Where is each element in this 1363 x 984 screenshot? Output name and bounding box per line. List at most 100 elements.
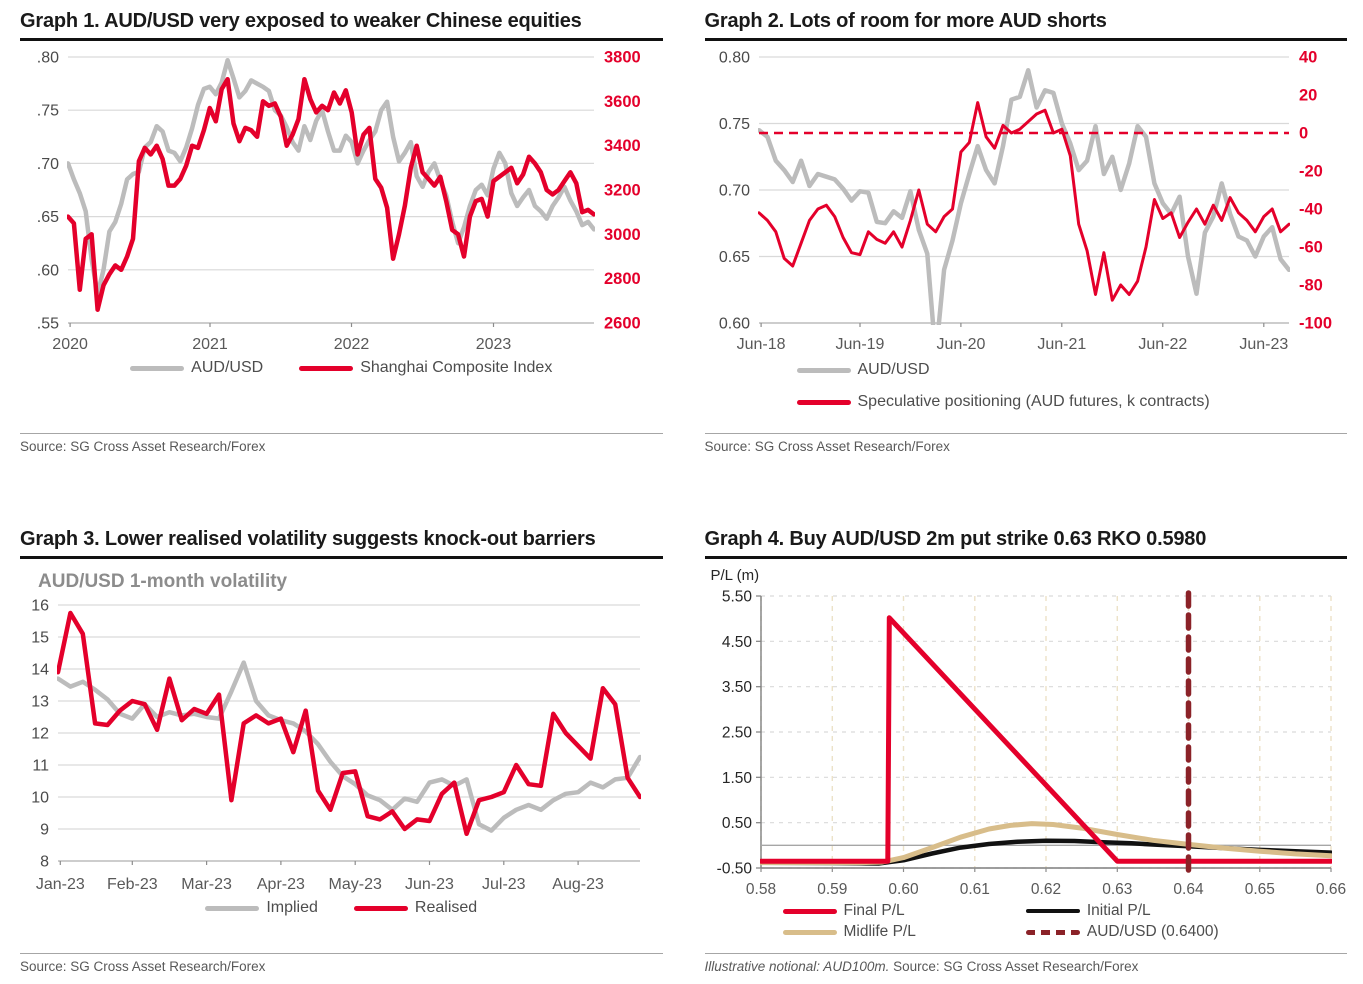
maroon-dashed-line-swatch: [1025, 929, 1080, 935]
svg-text:.65: .65: [37, 209, 59, 226]
svg-text:3800: 3800: [604, 49, 641, 67]
graph2-legend: AUD/USD Speculative positioning (AUD fut…: [796, 361, 1348, 411]
svg-text:0.80: 0.80: [718, 50, 749, 67]
graph4-title: Graph 4. Buy AUD/USD 2m put strike 0.63 …: [704, 526, 1347, 559]
svg-text:0.66: 0.66: [1315, 881, 1345, 898]
svg-text:Jun-23: Jun-23: [405, 876, 454, 893]
legend-item-final-pl: Final P/L: [782, 902, 905, 920]
svg-text:0.60: 0.60: [718, 316, 749, 333]
graph4-chart: 0.58 0.59 0.60 0.61 0.62 0.63 0.64 0.65 0.66 5.50…: [716, 589, 1345, 899]
svg-text:0.75: 0.75: [718, 116, 749, 133]
legend-item-midlife-pl: Midlife P/L: [782, 923, 916, 941]
svg-text:0.50: 0.50: [721, 815, 752, 832]
graph4-legend-col1: Final P/L Midlife P/L: [782, 902, 916, 941]
svg-text:0.65: 0.65: [718, 249, 749, 266]
graph1-chart: 2020 2021 2022 2023 .80 .75 .70 .65 .60 .55 3800 36…: [37, 49, 641, 354]
svg-text:2.50: 2.50: [721, 725, 752, 742]
legend-label: Midlife P/L: [843, 923, 916, 940]
graph3-source: Source: SG Cross Asset Research/Forex: [20, 953, 663, 974]
graph4-footnote: Illustrative notional: AUD100m. Source: …: [704, 953, 1347, 974]
svg-text:-0.50: -0.50: [716, 861, 752, 878]
red-line-swatch: [782, 908, 837, 914]
svg-text:3400: 3400: [604, 137, 641, 155]
graph2-title: Graph 2. Lots of room for more AUD short…: [704, 8, 1347, 41]
svg-text:15: 15: [31, 630, 49, 647]
svg-text:8: 8: [40, 854, 49, 871]
graph4-legend: Final P/L Midlife P/L Initial P/L AUD/US…: [782, 902, 1348, 941]
svg-text:Jul-23: Jul-23: [482, 876, 526, 893]
svg-text:-40: -40: [1299, 201, 1323, 219]
svg-text:May-23: May-23: [329, 876, 382, 893]
footnote-italic: Illustrative notional: AUD100m.: [704, 959, 890, 974]
svg-text:0.60: 0.60: [888, 881, 919, 898]
svg-text:Apr-23: Apr-23: [257, 876, 305, 893]
svg-text:.55: .55: [37, 316, 59, 333]
svg-text:5.50: 5.50: [721, 589, 752, 606]
legend-item-realised: Realised: [353, 899, 477, 917]
svg-text:3600: 3600: [604, 93, 641, 111]
svg-text:Jun-22: Jun-22: [1138, 336, 1187, 353]
gray-line-swatch: [130, 365, 185, 371]
red-line-swatch: [299, 365, 354, 371]
svg-text:40: 40: [1299, 49, 1317, 67]
svg-text:Jun-18: Jun-18: [736, 336, 785, 353]
red-line-swatch: [796, 399, 851, 405]
svg-text:2600: 2600: [604, 315, 641, 333]
panel-graph4: Graph 4. Buy AUD/USD 2m put strike 0.63 …: [704, 526, 1348, 974]
panel-graph3: Graph 3. Lower realised volatility sugge…: [20, 526, 663, 974]
legend-item-audusd-spot: AUD/USD (0.6400): [1025, 923, 1219, 941]
svg-text:Jun-19: Jun-19: [835, 336, 884, 353]
svg-text:0: 0: [1299, 125, 1308, 143]
legend-item-audusd: AUD/USD: [796, 361, 930, 379]
svg-text:2021: 2021: [192, 336, 228, 353]
graph1-title: Graph 1. AUD/USD very exposed to weaker …: [20, 8, 663, 41]
svg-text:4.50: 4.50: [721, 634, 752, 651]
graph3-title: Graph 3. Lower realised volatility sugge…: [20, 526, 663, 559]
svg-text:0.61: 0.61: [959, 881, 989, 898]
graph2-source: Source: SG Cross Asset Research/Forex: [704, 433, 1347, 454]
svg-text:11: 11: [32, 758, 49, 775]
graph3-chart: Jan-23 Feb-23 Mar-23 Apr-23 May-23 Jun-23 Jul-…: [31, 598, 641, 893]
graph4-legend-col2: Initial P/L AUD/USD (0.6400): [1025, 902, 1219, 941]
svg-text:.60: .60: [37, 262, 59, 279]
svg-text:-80: -80: [1299, 277, 1323, 295]
svg-text:13: 13: [31, 694, 49, 711]
legend-item-spec-positioning: Speculative positioning (AUD futures, k …: [796, 393, 1210, 411]
svg-text:-100: -100: [1299, 315, 1332, 333]
gray-line-swatch: [205, 905, 260, 911]
svg-text:Mar-23: Mar-23: [181, 876, 232, 893]
legend-label: Implied: [266, 899, 318, 916]
legend-label: Final P/L: [843, 902, 905, 919]
svg-text:.75: .75: [37, 103, 59, 120]
legend-label: AUD/USD (0.6400): [1086, 923, 1219, 940]
svg-text:0.70: 0.70: [718, 183, 749, 200]
graph4-yaxis-title: P/L (m): [710, 567, 760, 584]
panel-graph1: Graph 1. AUD/USD very exposed to weaker …: [20, 8, 663, 454]
red-line-swatch: [353, 905, 408, 911]
svg-text:3.50: 3.50: [721, 679, 752, 696]
graph3-subtitle: AUD/USD 1-month volatility: [38, 571, 288, 592]
svg-text:Jun-20: Jun-20: [936, 336, 985, 353]
black-line-swatch: [1025, 909, 1080, 913]
legend-item-initial-pl: Initial P/L: [1025, 902, 1151, 920]
svg-text:2023: 2023: [476, 336, 512, 353]
svg-text:Feb-23: Feb-23: [107, 876, 158, 893]
svg-text:2022: 2022: [334, 336, 370, 353]
svg-text:.70: .70: [37, 156, 59, 173]
svg-text:-60: -60: [1299, 239, 1323, 257]
graph1-source: Source: SG Cross Asset Research/Forex: [20, 433, 663, 454]
legend-item-audusd: AUD/USD: [130, 359, 263, 377]
svg-text:Aug-23: Aug-23: [552, 876, 604, 893]
footnote-source: Source: SG Cross Asset Research/Forex: [889, 959, 1139, 974]
legend-label: Speculative positioning (AUD futures, k …: [857, 393, 1210, 410]
svg-text:.80: .80: [37, 50, 59, 67]
legend-label: AUD/USD: [191, 359, 264, 376]
gray-line-swatch: [796, 367, 851, 373]
graph1-legend: AUD/USD Shanghai Composite Index: [20, 359, 663, 377]
svg-text:0.63: 0.63: [1102, 881, 1132, 898]
svg-text:0.59: 0.59: [817, 881, 847, 898]
svg-text:20: 20: [1299, 87, 1317, 105]
svg-text:12: 12: [31, 726, 49, 743]
panel-graph2: Graph 2. Lots of room for more AUD short…: [704, 8, 1348, 454]
